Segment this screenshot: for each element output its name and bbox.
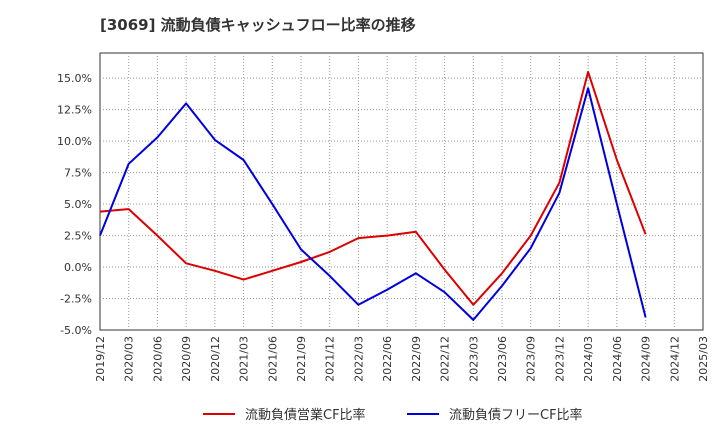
chart-title: [3069] 流動負債キャッシュフロー比率の推移 xyxy=(100,16,416,34)
x-tick-label: 2022/03 xyxy=(352,336,365,382)
x-tick-label: 2022/06 xyxy=(381,336,394,382)
series-line-operating-cf xyxy=(99,70,647,306)
x-tick-label: 2021/03 xyxy=(238,336,251,382)
x-tick-label: 2022/12 xyxy=(439,336,452,382)
plot-area xyxy=(99,52,704,331)
y-tick-label: 5.0% xyxy=(64,198,92,211)
x-tick-label: 2021/06 xyxy=(266,336,279,382)
series-line-free-cf xyxy=(99,87,647,321)
series-lines xyxy=(99,70,647,321)
x-tick-label: 2023/06 xyxy=(496,336,509,382)
y-tick-label: 0.0% xyxy=(64,261,92,274)
legend: 流動負債営業CF比率 流動負債フリーCF比率 xyxy=(0,404,720,428)
x-tick-label: 2024/06 xyxy=(611,336,624,382)
y-tick-label: -2.5% xyxy=(60,293,92,306)
legend-item-operating-cf: 流動負債営業CF比率 xyxy=(203,404,366,423)
y-tick-label: 15.0% xyxy=(57,72,92,85)
y-tick-label: 12.5% xyxy=(57,104,92,117)
legend-swatch-operating-cf xyxy=(203,412,235,415)
x-tick-label: 2020/03 xyxy=(123,336,136,382)
legend-item-free-cf: 流動負債フリーCF比率 xyxy=(407,404,583,423)
y-tick-label: 2.5% xyxy=(64,230,92,243)
x-tick-label: 2025/03 xyxy=(697,336,710,382)
x-tick-label: 2023/12 xyxy=(553,336,566,382)
x-tick-label: 2019/12 xyxy=(94,336,107,382)
x-tick-label: 2023/09 xyxy=(525,336,538,382)
x-axis-tick-labels: 2019/12 2020/03 2020/06 2020/09 2020/12 2021/… xyxy=(94,336,710,382)
legend-label-free-cf: 流動負債フリーCF比率 xyxy=(449,408,583,423)
x-tick-label: 2020/09 xyxy=(180,336,193,382)
x-tick-label: 2024/12 xyxy=(668,336,681,382)
x-tick-label: 2023/03 xyxy=(467,336,480,382)
x-tick-label: 2024/09 xyxy=(640,336,653,382)
y-tick-label: -5.0% xyxy=(60,324,92,337)
x-tick-label: 2021/09 xyxy=(295,336,308,382)
vertical-gridlines xyxy=(128,53,675,330)
x-tick-label: 2022/09 xyxy=(410,336,423,382)
legend-label-operating-cf: 流動負債営業CF比率 xyxy=(245,408,366,423)
x-tick-label: 2020/12 xyxy=(209,336,222,382)
y-tick-label: 10.0% xyxy=(57,135,92,148)
y-tick-label: 7.5% xyxy=(64,167,92,180)
x-tick-label: 2021/12 xyxy=(324,336,337,382)
y-axis-tick-labels: -5.0% -2.5% 0.0% 2.5% 5.0% 7.5% 10.0% 12.5% 15.0… xyxy=(57,72,92,337)
legend-swatch-free-cf xyxy=(407,412,439,415)
x-tick-label: 2020/06 xyxy=(151,336,164,382)
x-tick-label: 2024/03 xyxy=(582,336,595,382)
